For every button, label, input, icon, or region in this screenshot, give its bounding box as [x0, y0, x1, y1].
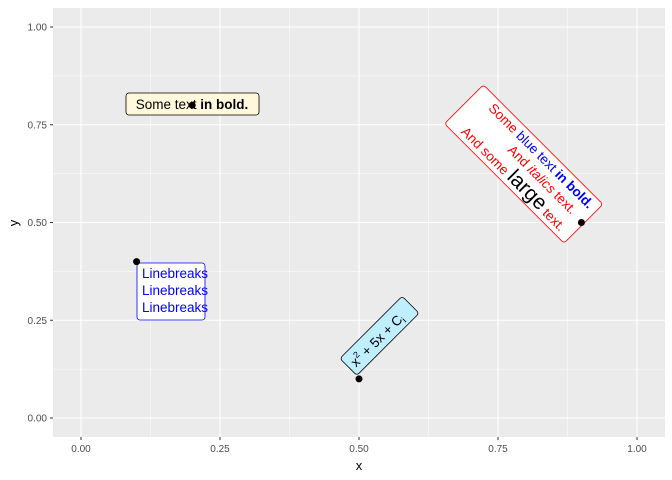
- y-axis-label: y: [6, 219, 21, 226]
- data-point: [355, 375, 363, 383]
- label-box: [136, 262, 206, 321]
- x-tick-label: 0.25: [210, 444, 230, 455]
- x-tick-label: 0.75: [488, 444, 508, 455]
- tick-labels: 0.00 0.25 0.50 0.75 1.00 0.00 0.25 0.50 0.75 1.00: [28, 23, 648, 456]
- x-axis-label: x: [356, 458, 363, 473]
- label-box: [340, 297, 419, 375]
- label-line: Linebreaks: [142, 300, 208, 315]
- label-text: Some text in bold.: [136, 97, 249, 112]
- y-tick-label: 0.00: [28, 414, 48, 425]
- y-tick-label: 1.00: [28, 23, 48, 34]
- y-tick-label: 0.50: [28, 218, 48, 229]
- y-tick-label: 0.25: [28, 316, 48, 327]
- label-linebreaks: Linebreaks Linebreaks Linebreaks: [136, 262, 208, 321]
- x-tick-label: 0.00: [71, 444, 91, 455]
- y-tick-label: 0.75: [28, 120, 48, 131]
- label-line: Linebreaks: [142, 283, 208, 298]
- x-tick-label: 0.50: [349, 444, 369, 455]
- x-tick-label: 1.00: [627, 444, 647, 455]
- points: [133, 101, 585, 383]
- data-point: [133, 258, 141, 266]
- label-line: Linebreaks: [142, 266, 208, 281]
- data-point: [188, 101, 196, 109]
- data-point: [577, 219, 585, 226]
